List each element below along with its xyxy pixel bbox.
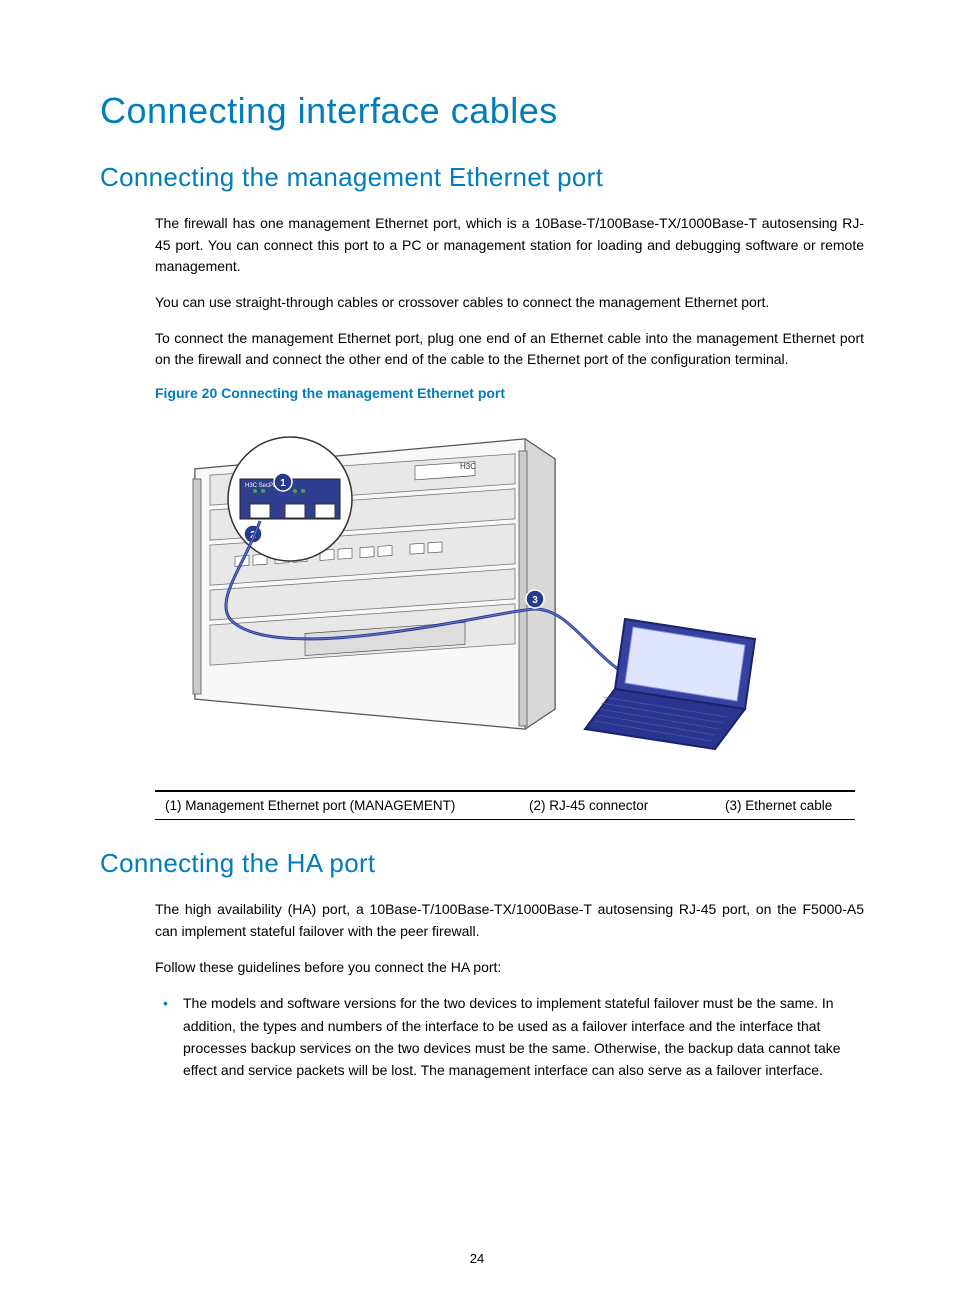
paragraph: To connect the management Ethernet port,…: [155, 328, 864, 371]
svg-text:H3C: H3C: [460, 462, 476, 471]
figure-legend: (1) Management Ethernet port (MANAGEMENT…: [155, 790, 855, 820]
svg-text:3: 3: [532, 595, 538, 606]
legend-item-3: (3) Ethernet cable: [725, 798, 865, 813]
page-title: Connecting interface cables: [100, 90, 864, 132]
page-number: 24: [0, 1251, 954, 1266]
paragraph: You can use straight-through cables or c…: [155, 292, 864, 314]
legend-item-2: (2) RJ-45 connector: [529, 798, 725, 813]
figure-caption: Figure 20 Connecting the management Ethe…: [155, 385, 864, 401]
paragraph: Follow these guidelines before you conne…: [155, 957, 864, 979]
list-item: The models and software versions for the…: [155, 992, 864, 1082]
paragraph: The high availability (HA) port, a 10Bas…: [155, 899, 864, 942]
bullet-list: The models and software versions for the…: [155, 992, 864, 1082]
callout-1-icon: 1: [274, 473, 292, 491]
section-body-mgmt: The firewall has one management Ethernet…: [155, 213, 864, 820]
section-body-ha: The high availability (HA) port, a 10Bas…: [155, 899, 864, 1082]
ethernet-diagram-svg: H3C H3C: [155, 409, 855, 779]
section-heading-ha: Connecting the HA port: [100, 848, 864, 879]
document-page: Connecting interface cables Connecting t…: [0, 0, 954, 1296]
paragraph: The firewall has one management Ethernet…: [155, 213, 864, 278]
legend-item-1: (1) Management Ethernet port (MANAGEMENT…: [155, 798, 529, 813]
svg-text:1: 1: [280, 478, 286, 489]
callout-3-icon: 3: [526, 590, 544, 608]
figure-diagram: H3C H3C: [155, 409, 855, 820]
zoom-detail-icon: H3C SecPath: [228, 437, 352, 561]
section-heading-mgmt: Connecting the management Ethernet port: [100, 162, 864, 193]
laptop-icon: [585, 619, 755, 749]
